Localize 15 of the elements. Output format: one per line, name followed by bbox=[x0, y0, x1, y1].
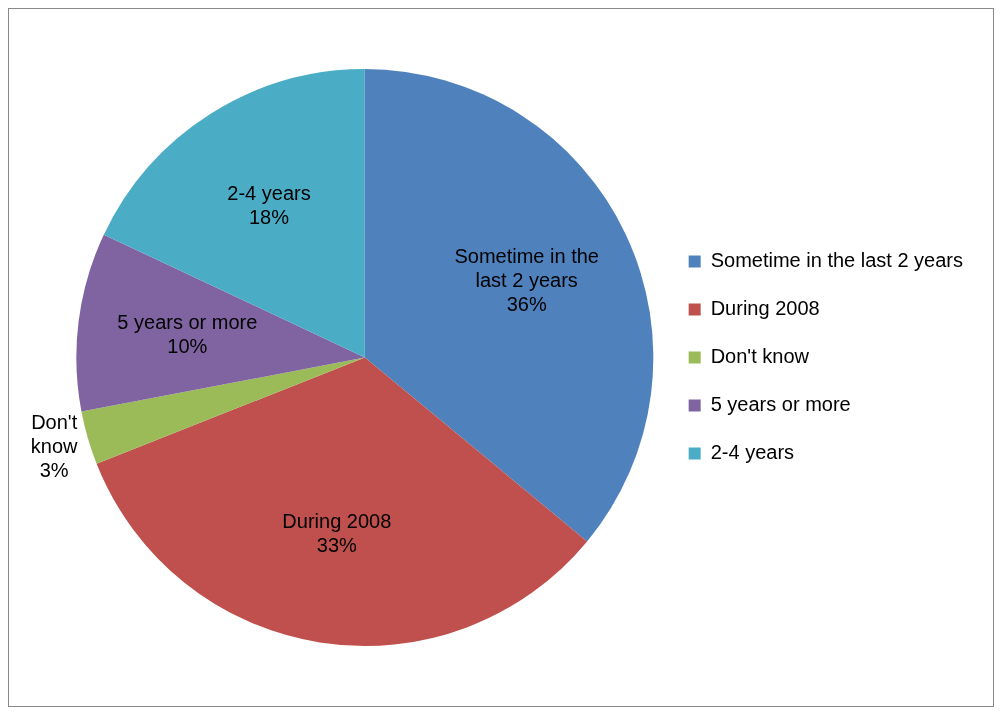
slice-label: During 2008 bbox=[282, 509, 392, 532]
legend-label: Don't know bbox=[710, 345, 810, 368]
data-label: 36% bbox=[506, 292, 547, 315]
data-label: 10% bbox=[167, 334, 208, 357]
legend-label: Sometime in the last 2 years bbox=[710, 249, 964, 272]
slice-label: 2-4 years bbox=[227, 181, 311, 204]
legend-label: 5 years or more bbox=[710, 393, 851, 416]
data-label: 18% bbox=[248, 205, 290, 228]
legend-label: During 2008 bbox=[710, 297, 820, 320]
legend-label: 2-4 years bbox=[710, 441, 795, 464]
slice-label: Don't know bbox=[30, 411, 79, 458]
slice-label: Sometime in the last 2 years bbox=[454, 244, 599, 291]
slice-label: 5 years or more bbox=[117, 310, 258, 333]
data-label: 33% bbox=[316, 533, 358, 556]
data-label: 3% bbox=[39, 459, 69, 482]
